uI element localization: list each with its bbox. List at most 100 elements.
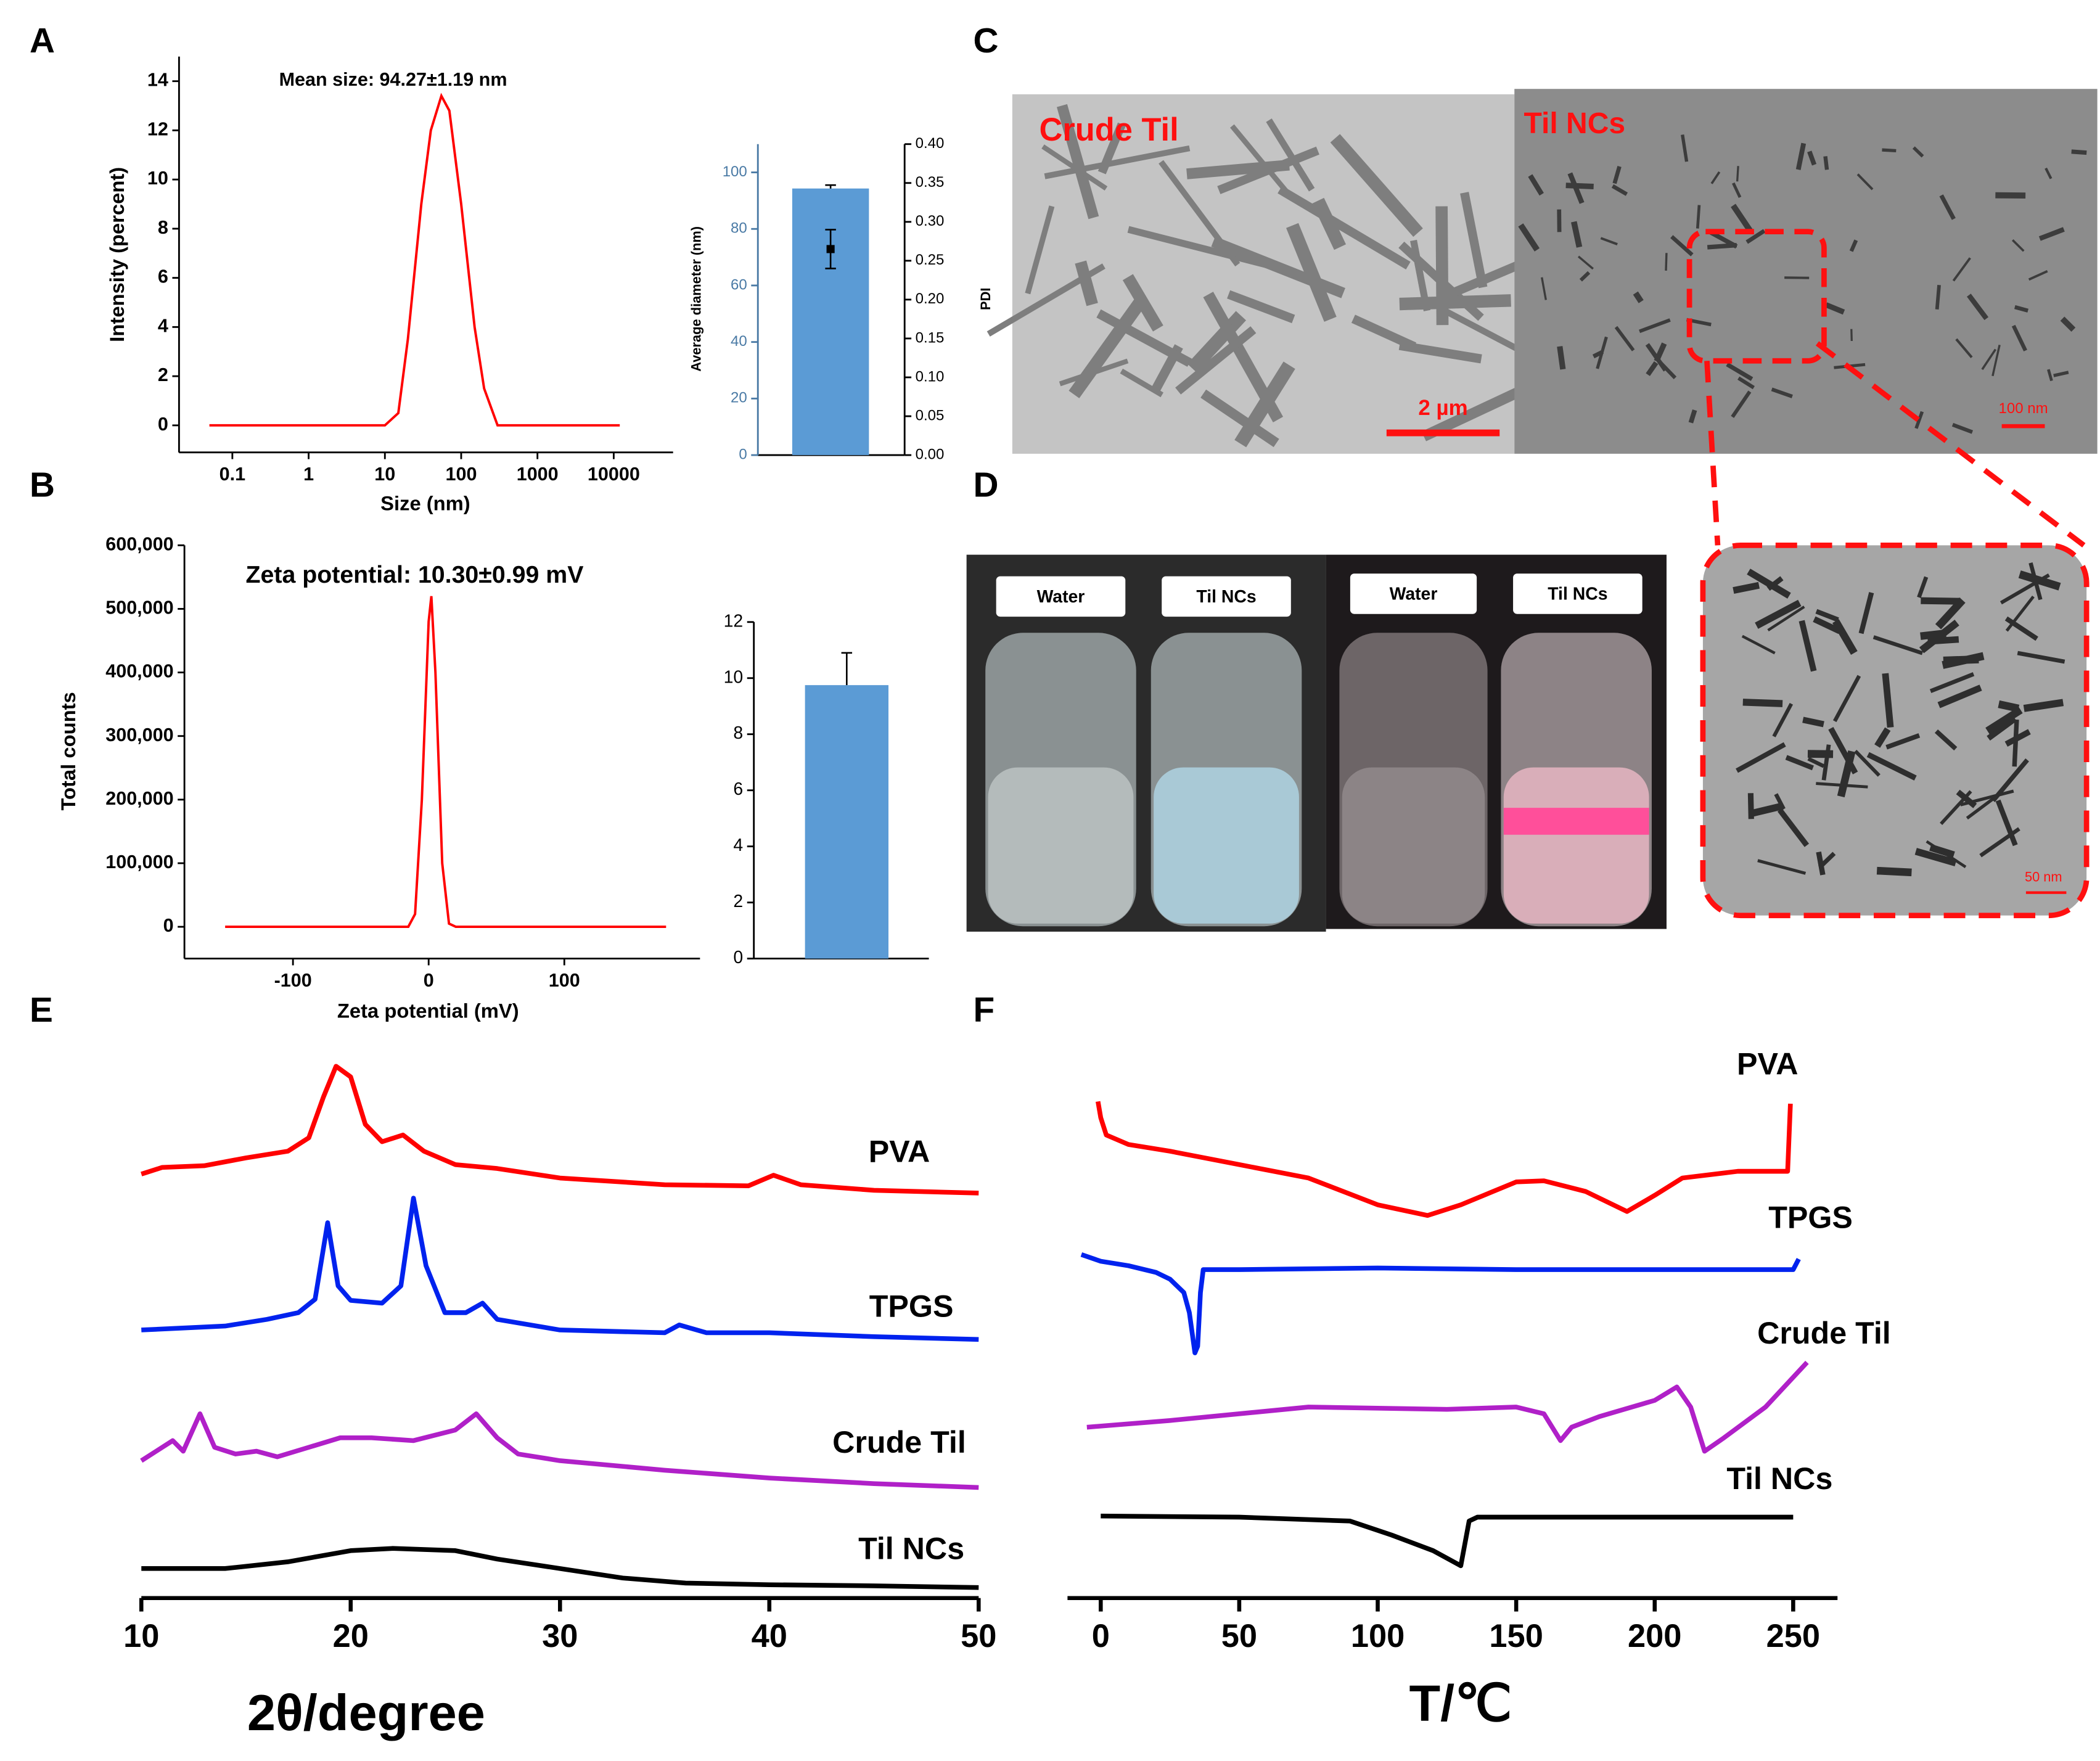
- rod: [1745, 229, 1766, 244]
- rod: [1750, 802, 1784, 817]
- y-tick-label: 6: [158, 266, 168, 287]
- rod: [1872, 635, 1923, 655]
- y-tick-label: 300,000: [105, 725, 173, 745]
- x-tick-label: 200: [1628, 1619, 1681, 1654]
- vial-cap: [996, 576, 1126, 617]
- rod: [1670, 235, 1694, 257]
- y-tick-label: 500,000: [105, 597, 173, 618]
- x-tick-label: 1: [303, 464, 314, 485]
- x-tick-label: 100: [1351, 1619, 1405, 1654]
- rod: [1665, 253, 1668, 271]
- rod: [1639, 318, 1671, 334]
- rod: [1774, 793, 1786, 810]
- vial-label: Til NCs: [1196, 587, 1256, 607]
- y-tick-label: 10: [724, 667, 744, 687]
- rod: [1943, 655, 1979, 665]
- rod: [1122, 274, 1163, 332]
- x-tick-label: 250: [1766, 1619, 1820, 1654]
- rod: [1399, 294, 1511, 311]
- y-tick-label: 100,000: [105, 852, 173, 872]
- rod: [1777, 808, 1810, 847]
- data-line: [225, 596, 667, 929]
- rod: [1398, 341, 1482, 364]
- data-line: [141, 1064, 979, 1196]
- scale-bar: [2025, 891, 2067, 894]
- rod: [1991, 345, 2001, 377]
- rod: [1707, 242, 1737, 250]
- rod: [2053, 371, 2069, 377]
- rod: [2017, 651, 2065, 664]
- y-tick-label: 8: [733, 723, 743, 743]
- rod: [1813, 616, 1841, 634]
- rod: [1935, 285, 1941, 310]
- rod: [1097, 122, 1126, 174]
- y-tick-label: 600,000: [105, 533, 173, 554]
- y-tick-label: 20: [731, 390, 747, 406]
- x-tick-label: 150: [1489, 1619, 1543, 1654]
- liquid: [1342, 767, 1485, 924]
- error-bar: [825, 184, 836, 189]
- rod: [1920, 629, 1946, 640]
- rod: [1736, 742, 1786, 773]
- chart-title: Zeta potential: 10.30±0.99 mV: [246, 561, 584, 588]
- y2-tick-label: 0.35: [916, 174, 945, 191]
- rod: [1120, 368, 1163, 398]
- rod: [1914, 848, 1957, 866]
- data-line: [141, 1196, 979, 1342]
- rod: [1696, 205, 1701, 229]
- rod: [1742, 699, 1783, 707]
- y-tick-label: 0: [733, 948, 743, 967]
- series-label: Til NCs: [858, 1532, 964, 1566]
- y-tick-label: 80: [731, 220, 747, 237]
- rod: [2005, 595, 2035, 632]
- rod: [1612, 166, 1622, 184]
- rod: [1856, 173, 1874, 191]
- rod: [1688, 409, 1697, 424]
- rod: [1600, 237, 1618, 245]
- y2-axis-label: PDI: [978, 288, 993, 310]
- rod: [1802, 716, 1824, 728]
- rod: [1874, 727, 1891, 748]
- rod: [1736, 166, 1739, 182]
- rod: [1186, 159, 1290, 179]
- x-tick-label: 100: [445, 464, 477, 485]
- rod: [1832, 675, 1861, 723]
- rod: [2060, 316, 2076, 332]
- rod: [1832, 619, 1858, 655]
- rod: [1175, 326, 1257, 395]
- rod: [1825, 302, 1845, 315]
- rod: [1731, 203, 1753, 234]
- rod: [1657, 359, 1677, 379]
- rod: [1571, 221, 1583, 248]
- rod: [1726, 362, 1753, 381]
- y2-tick-label: 0.40: [916, 135, 945, 152]
- y-axis-label: Average diameter (nm): [689, 226, 704, 372]
- x-tick-label: 20: [333, 1619, 369, 1654]
- error-bar: [841, 652, 853, 686]
- liquid: [988, 767, 1134, 924]
- rod: [1866, 752, 1917, 781]
- rod: [1330, 134, 1423, 237]
- panel-label: A: [30, 22, 55, 60]
- liquid: [1503, 767, 1649, 924]
- rod: [1227, 290, 1295, 324]
- panel-label: E: [30, 991, 53, 1030]
- rod: [2004, 616, 2038, 641]
- data-line: [1080, 1252, 1801, 1355]
- scale-label: 100 nm: [1999, 400, 2048, 417]
- rod: [2028, 562, 2043, 601]
- y-tick-label: 40: [731, 333, 747, 350]
- rod: [1286, 223, 1337, 322]
- rod: [1995, 799, 2018, 847]
- rod: [1681, 134, 1689, 162]
- rod: [1541, 277, 1547, 300]
- rod: [1654, 342, 1667, 363]
- series-label: Crude Til: [832, 1425, 966, 1459]
- panel-label: D: [974, 466, 999, 504]
- x-tick-label: 40: [752, 1619, 787, 1654]
- rod: [1278, 186, 1411, 269]
- rod: [1200, 389, 1279, 448]
- rod: [2004, 729, 2031, 747]
